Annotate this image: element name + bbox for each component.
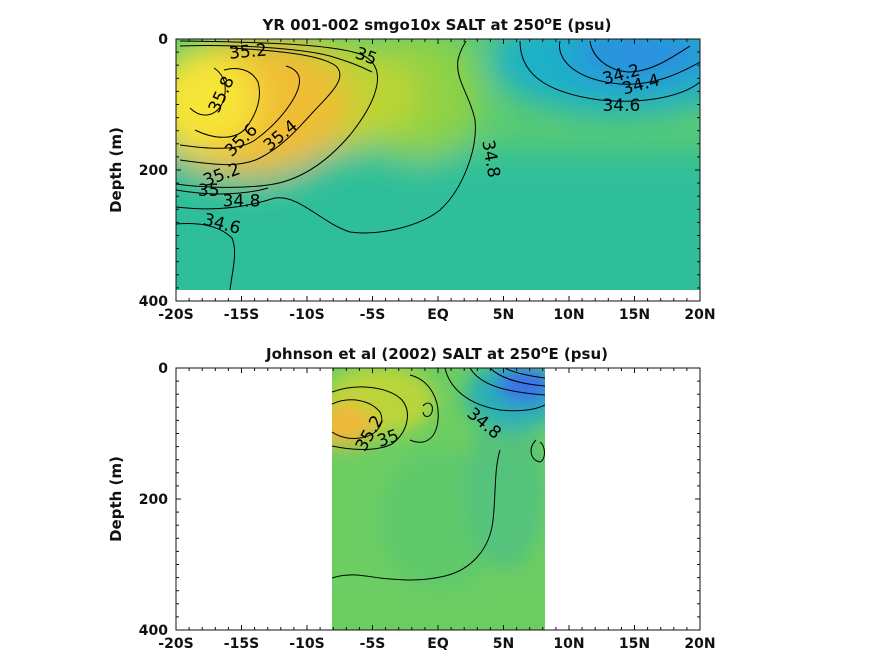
contour-bot-34-8b (530, 439, 545, 463)
xtick-label-top-3: -5S (360, 307, 386, 323)
xtick-label-top-0: -20S (158, 307, 193, 323)
panel-bottom-salinity-field (332, 368, 545, 630)
xtick-label-top-7: 15N (619, 307, 650, 323)
xtick-label-top-5: 5N (493, 307, 514, 323)
contour-bot-34-8 (444, 368, 545, 412)
xtick-label-bot-5: 5N (493, 636, 514, 652)
contour-top-35-2 (179, 44, 373, 73)
contour-top-34-8 (176, 40, 476, 234)
contour-bot-34-4 (489, 368, 545, 387)
xtick-label-bot-6: 10N (553, 636, 584, 652)
panel-bottom-ticks: -20S -15S -10S -5S EQ 5N 10N 15N 20N 0 200 400 (139, 361, 716, 652)
contour-bot-34-6 (469, 368, 545, 396)
contour-bot-34-2 (504, 368, 545, 379)
panel-top: YR 001-002 smgo10x SALT at 250oE (psu) (107, 14, 716, 323)
xtick-label-top-6: 10N (553, 307, 584, 323)
xtick-label-top-2: -10S (289, 307, 324, 323)
xtick-label-bot-0: -20S (158, 636, 193, 652)
xtick-label-bot-4: EQ (427, 636, 449, 652)
ytick-label-bot-2: 400 (139, 623, 168, 639)
ytick-label-top-0: 0 (158, 32, 168, 48)
panel-top-title-sup: o (544, 14, 552, 27)
ytick-label-bot-1: 200 (139, 492, 168, 508)
panel-top-contours (176, 40, 700, 290)
contour-top-35 (176, 40, 378, 188)
panel-top-ylabel: Depth (m) (107, 127, 125, 213)
contour-label-top-12: 34.6 (602, 96, 640, 116)
xtick-label-bot-1: -15S (224, 636, 259, 652)
contour-label-top-6: 35 (198, 181, 220, 201)
contour-bot-35c (422, 402, 433, 417)
ytick-label-top-1: 200 (139, 163, 168, 179)
panel-bottom-title: Johnson et al (2002) SALT at 250oE (psu) (265, 343, 608, 363)
xtick-label-top-8: 20N (684, 307, 715, 323)
contour-label-top-0: 35.2 (228, 40, 267, 63)
contour-top-34-2 (589, 40, 691, 73)
contour-top-34-6 (176, 223, 236, 290)
panel-bottom-title-sup: o (541, 343, 549, 356)
panel-top-title-suffix: E (psu) (552, 16, 612, 34)
panel-bottom-title-prefix: Johnson et al (2002) SALT at 250 (265, 345, 541, 363)
xtick-label-top-1: -15S (224, 307, 259, 323)
contour-bot-deep (332, 449, 501, 581)
panel-bottom-title-suffix: E (psu) (548, 345, 608, 363)
contour-top-35-8 (189, 67, 226, 116)
ytick-label-top-2: 400 (139, 294, 168, 310)
contour-bot-35-2 (332, 399, 383, 439)
xtick-label-bot-2: -10S (289, 636, 324, 652)
panel-bottom: Johnson et al (2002) SALT at 250oE (psu) (107, 343, 716, 652)
panel-top-title-prefix: YR 001-002 smgo10x SALT at 250 (262, 16, 545, 34)
xtick-label-bot-7: 15N (619, 636, 650, 652)
contour-top-35-4 (179, 65, 301, 149)
xtick-label-top-4: EQ (427, 307, 449, 323)
contour-top-34-6b (519, 40, 700, 102)
contour-top-35-edge (176, 187, 269, 195)
panel-top-ticks: -20S -15S -10S -5S EQ 5N 10N 15N 20N 0 200 400 (139, 32, 716, 323)
panel-bottom-contours (332, 368, 545, 581)
contour-top-34-4 (559, 40, 700, 85)
contour-top-35-2b (179, 47, 341, 166)
contour-bot-35 (332, 386, 408, 450)
contour-label-top-7: 34.8 (223, 191, 261, 211)
ytick-label-bot-0: 0 (158, 361, 168, 377)
xtick-label-bot-8: 20N (684, 636, 715, 652)
xtick-label-bot-3: -5S (360, 636, 386, 652)
contour-bot-35b (409, 374, 439, 443)
panel-top-title: YR 001-002 smgo10x SALT at 250oE (psu) (262, 14, 612, 34)
contour-top-35-6 (194, 68, 260, 138)
panel-bottom-ylabel: Depth (m) (107, 456, 125, 542)
